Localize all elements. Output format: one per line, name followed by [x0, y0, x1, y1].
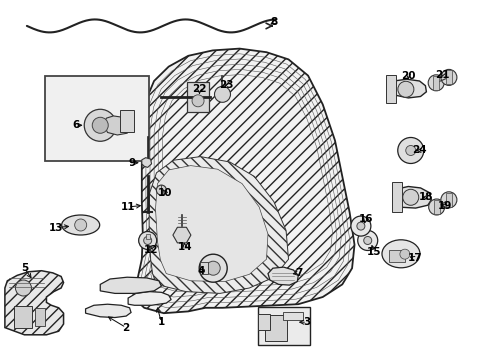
Bar: [15, 306, 32, 328]
Bar: [45, 76, 148, 161]
Circle shape: [399, 249, 409, 259]
Bar: [391, 182, 401, 212]
Bar: [283, 312, 303, 320]
Circle shape: [350, 216, 370, 236]
Text: 10: 10: [158, 188, 172, 198]
Circle shape: [84, 109, 116, 141]
Bar: [433, 200, 439, 214]
Bar: [388, 249, 404, 262]
Text: 5: 5: [21, 263, 28, 273]
Circle shape: [92, 117, 108, 133]
Circle shape: [206, 261, 220, 275]
Text: 14: 14: [177, 242, 192, 252]
Text: 17: 17: [407, 253, 421, 264]
Polygon shape: [149, 157, 288, 293]
Text: 12: 12: [143, 245, 158, 255]
Circle shape: [397, 81, 413, 97]
Text: 4: 4: [197, 266, 205, 276]
Polygon shape: [5, 271, 63, 335]
Circle shape: [440, 69, 456, 85]
Text: 9: 9: [128, 158, 135, 168]
Text: 16: 16: [358, 214, 372, 224]
Circle shape: [397, 138, 423, 163]
Circle shape: [139, 231, 156, 249]
Polygon shape: [173, 227, 190, 243]
Bar: [200, 262, 208, 274]
Polygon shape: [85, 304, 131, 318]
Polygon shape: [128, 292, 171, 305]
Bar: [257, 307, 309, 345]
Circle shape: [356, 222, 364, 230]
Polygon shape: [388, 79, 426, 98]
Circle shape: [363, 237, 371, 244]
Bar: [445, 193, 451, 207]
Text: 15: 15: [366, 247, 381, 257]
Text: 2: 2: [122, 323, 129, 333]
Text: 1: 1: [158, 317, 164, 327]
Text: 20: 20: [400, 71, 415, 81]
Text: 21: 21: [434, 70, 449, 80]
Text: 22: 22: [192, 84, 206, 94]
Polygon shape: [100, 277, 161, 293]
Bar: [445, 71, 451, 84]
Text: 6: 6: [72, 120, 79, 130]
Text: 13: 13: [49, 222, 63, 233]
Circle shape: [427, 75, 443, 91]
Circle shape: [156, 185, 166, 195]
Text: 19: 19: [437, 201, 451, 211]
Polygon shape: [267, 267, 298, 285]
Polygon shape: [133, 49, 354, 313]
Text: 24: 24: [411, 145, 426, 156]
Bar: [432, 76, 438, 90]
Bar: [386, 75, 395, 103]
Circle shape: [199, 254, 227, 282]
Circle shape: [214, 86, 230, 102]
Circle shape: [16, 280, 31, 296]
Bar: [145, 234, 149, 239]
Circle shape: [428, 199, 444, 215]
Text: 23: 23: [218, 80, 233, 90]
Circle shape: [192, 95, 203, 107]
Ellipse shape: [61, 215, 100, 235]
Ellipse shape: [381, 240, 419, 268]
Polygon shape: [142, 158, 151, 167]
Text: 7: 7: [295, 268, 303, 278]
Bar: [258, 314, 269, 330]
Circle shape: [402, 189, 418, 205]
Text: 8: 8: [270, 17, 277, 27]
Polygon shape: [103, 116, 131, 135]
Text: 3: 3: [303, 317, 310, 327]
Bar: [120, 109, 134, 132]
Bar: [265, 315, 286, 341]
Polygon shape: [393, 186, 430, 208]
Circle shape: [405, 145, 415, 156]
Bar: [187, 82, 208, 112]
Circle shape: [357, 230, 377, 251]
Polygon shape: [155, 166, 267, 282]
Circle shape: [440, 192, 456, 208]
Bar: [35, 308, 45, 326]
Circle shape: [143, 237, 151, 244]
Text: 11: 11: [121, 202, 135, 212]
Circle shape: [75, 219, 86, 231]
Text: 18: 18: [418, 192, 433, 202]
